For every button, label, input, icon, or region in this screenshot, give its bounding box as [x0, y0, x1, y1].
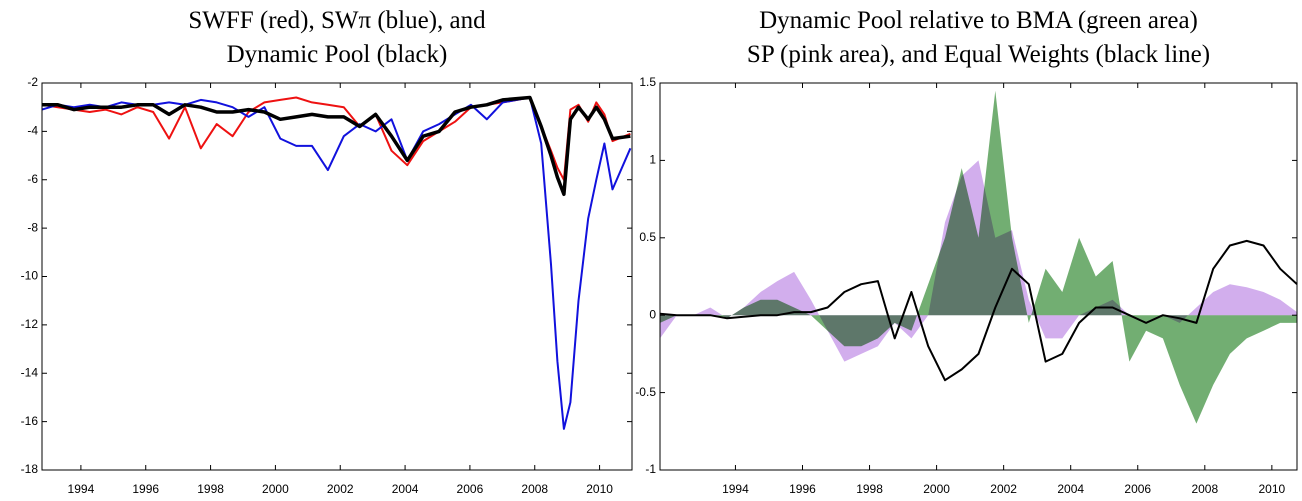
x-tick-label: 1994 [722, 482, 749, 496]
plot-frame [41, 82, 633, 471]
chart-title: SP (pink area), and Equal Weights (black… [747, 41, 1210, 68]
plot-frame [659, 82, 1298, 471]
y-tick-label: -1 [645, 462, 656, 476]
x-tick-label: 2000 [923, 482, 950, 496]
y-tick-label: -18 [21, 462, 39, 476]
chart-title: Dynamic Pool (black) [227, 41, 448, 68]
y-tick-label: -4 [27, 124, 38, 138]
y-tick-label: -6 [27, 172, 38, 186]
series-area [660, 160, 1297, 362]
y-tick-label: -8 [27, 220, 38, 234]
panel: SWFF (red), SWπ (blue), and Dynamic Pool … [21, 7, 633, 496]
series-line [42, 95, 631, 197]
x-tick-label: 2002 [327, 482, 354, 496]
y-tick-label: -12 [21, 317, 39, 331]
x-tick-label: 1996 [789, 482, 816, 496]
x-tick-label: 1998 [197, 482, 224, 496]
panel: Dynamic Pool relative to BMA (green area… [635, 7, 1298, 496]
y-tick-label: -2 [27, 75, 38, 89]
y-tick-label: 0.5 [639, 230, 656, 244]
chart-title: SWFF (red), SWπ (blue), and [188, 7, 486, 34]
y-tick-label: -14 [21, 365, 39, 379]
chart-title: Dynamic Pool relative to BMA (green area… [759, 7, 1198, 34]
series-line [41, 96, 632, 430]
y-tick-label: 0 [649, 307, 656, 321]
x-tick-label: 2002 [990, 482, 1017, 496]
x-tick-label: 2004 [1057, 482, 1084, 496]
x-tick-label: 1996 [132, 482, 159, 496]
y-tick-label: 1 [649, 153, 656, 167]
x-tick-label: 2000 [262, 482, 289, 496]
y-tick-label: -16 [21, 414, 39, 428]
y-tick-label: -10 [21, 269, 39, 283]
x-tick-label: 2010 [1259, 482, 1286, 496]
x-tick-label: 2010 [586, 482, 613, 496]
x-tick-label: 2004 [392, 482, 419, 496]
x-tick-label: 2008 [1191, 482, 1218, 496]
series-line [659, 239, 1298, 382]
x-tick-label: 2006 [457, 482, 484, 496]
x-tick-label: 1998 [856, 482, 883, 496]
y-tick-label: -0.5 [635, 385, 656, 399]
x-tick-label: 1994 [68, 482, 95, 496]
x-tick-label: 2006 [1124, 482, 1151, 496]
x-tick-label: 2008 [521, 482, 548, 496]
y-tick-label: 1.5 [639, 75, 656, 89]
